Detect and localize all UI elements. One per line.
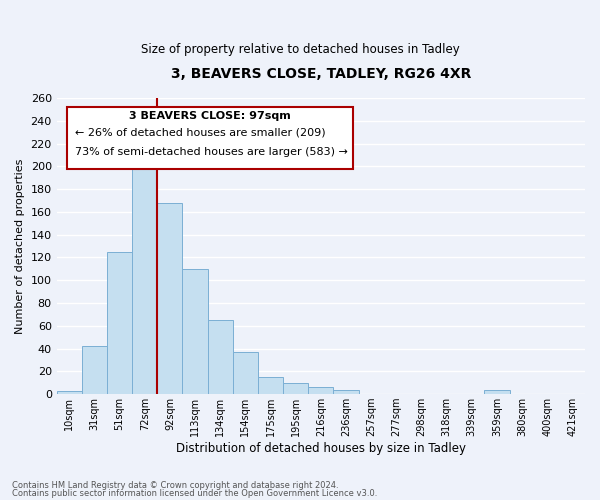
Bar bbox=[82, 346, 107, 394]
Text: Size of property relative to detached houses in Tadley: Size of property relative to detached ho… bbox=[140, 42, 460, 56]
Bar bbox=[157, 203, 182, 394]
Title: 3, BEAVERS CLOSE, TADLEY, RG26 4XR: 3, BEAVERS CLOSE, TADLEY, RG26 4XR bbox=[170, 68, 471, 82]
Bar bbox=[208, 320, 233, 394]
Text: 73% of semi-detached houses are larger (583) →: 73% of semi-detached houses are larger (… bbox=[75, 147, 348, 157]
Bar bbox=[308, 388, 334, 394]
Bar bbox=[56, 390, 82, 394]
FancyBboxPatch shape bbox=[67, 107, 353, 169]
Bar bbox=[107, 252, 132, 394]
Bar bbox=[258, 377, 283, 394]
Text: ← 26% of detached houses are smaller (209): ← 26% of detached houses are smaller (20… bbox=[75, 128, 326, 138]
Y-axis label: Number of detached properties: Number of detached properties bbox=[15, 158, 25, 334]
Text: 3 BEAVERS CLOSE: 97sqm: 3 BEAVERS CLOSE: 97sqm bbox=[129, 112, 291, 122]
X-axis label: Distribution of detached houses by size in Tadley: Distribution of detached houses by size … bbox=[176, 442, 466, 455]
Bar bbox=[182, 269, 208, 394]
Bar bbox=[283, 383, 308, 394]
Text: Contains HM Land Registry data © Crown copyright and database right 2024.: Contains HM Land Registry data © Crown c… bbox=[12, 481, 338, 490]
Text: Contains public sector information licensed under the Open Government Licence v3: Contains public sector information licen… bbox=[12, 488, 377, 498]
Bar bbox=[334, 390, 359, 394]
Bar bbox=[484, 390, 509, 394]
Bar bbox=[132, 162, 157, 394]
Bar bbox=[233, 352, 258, 394]
